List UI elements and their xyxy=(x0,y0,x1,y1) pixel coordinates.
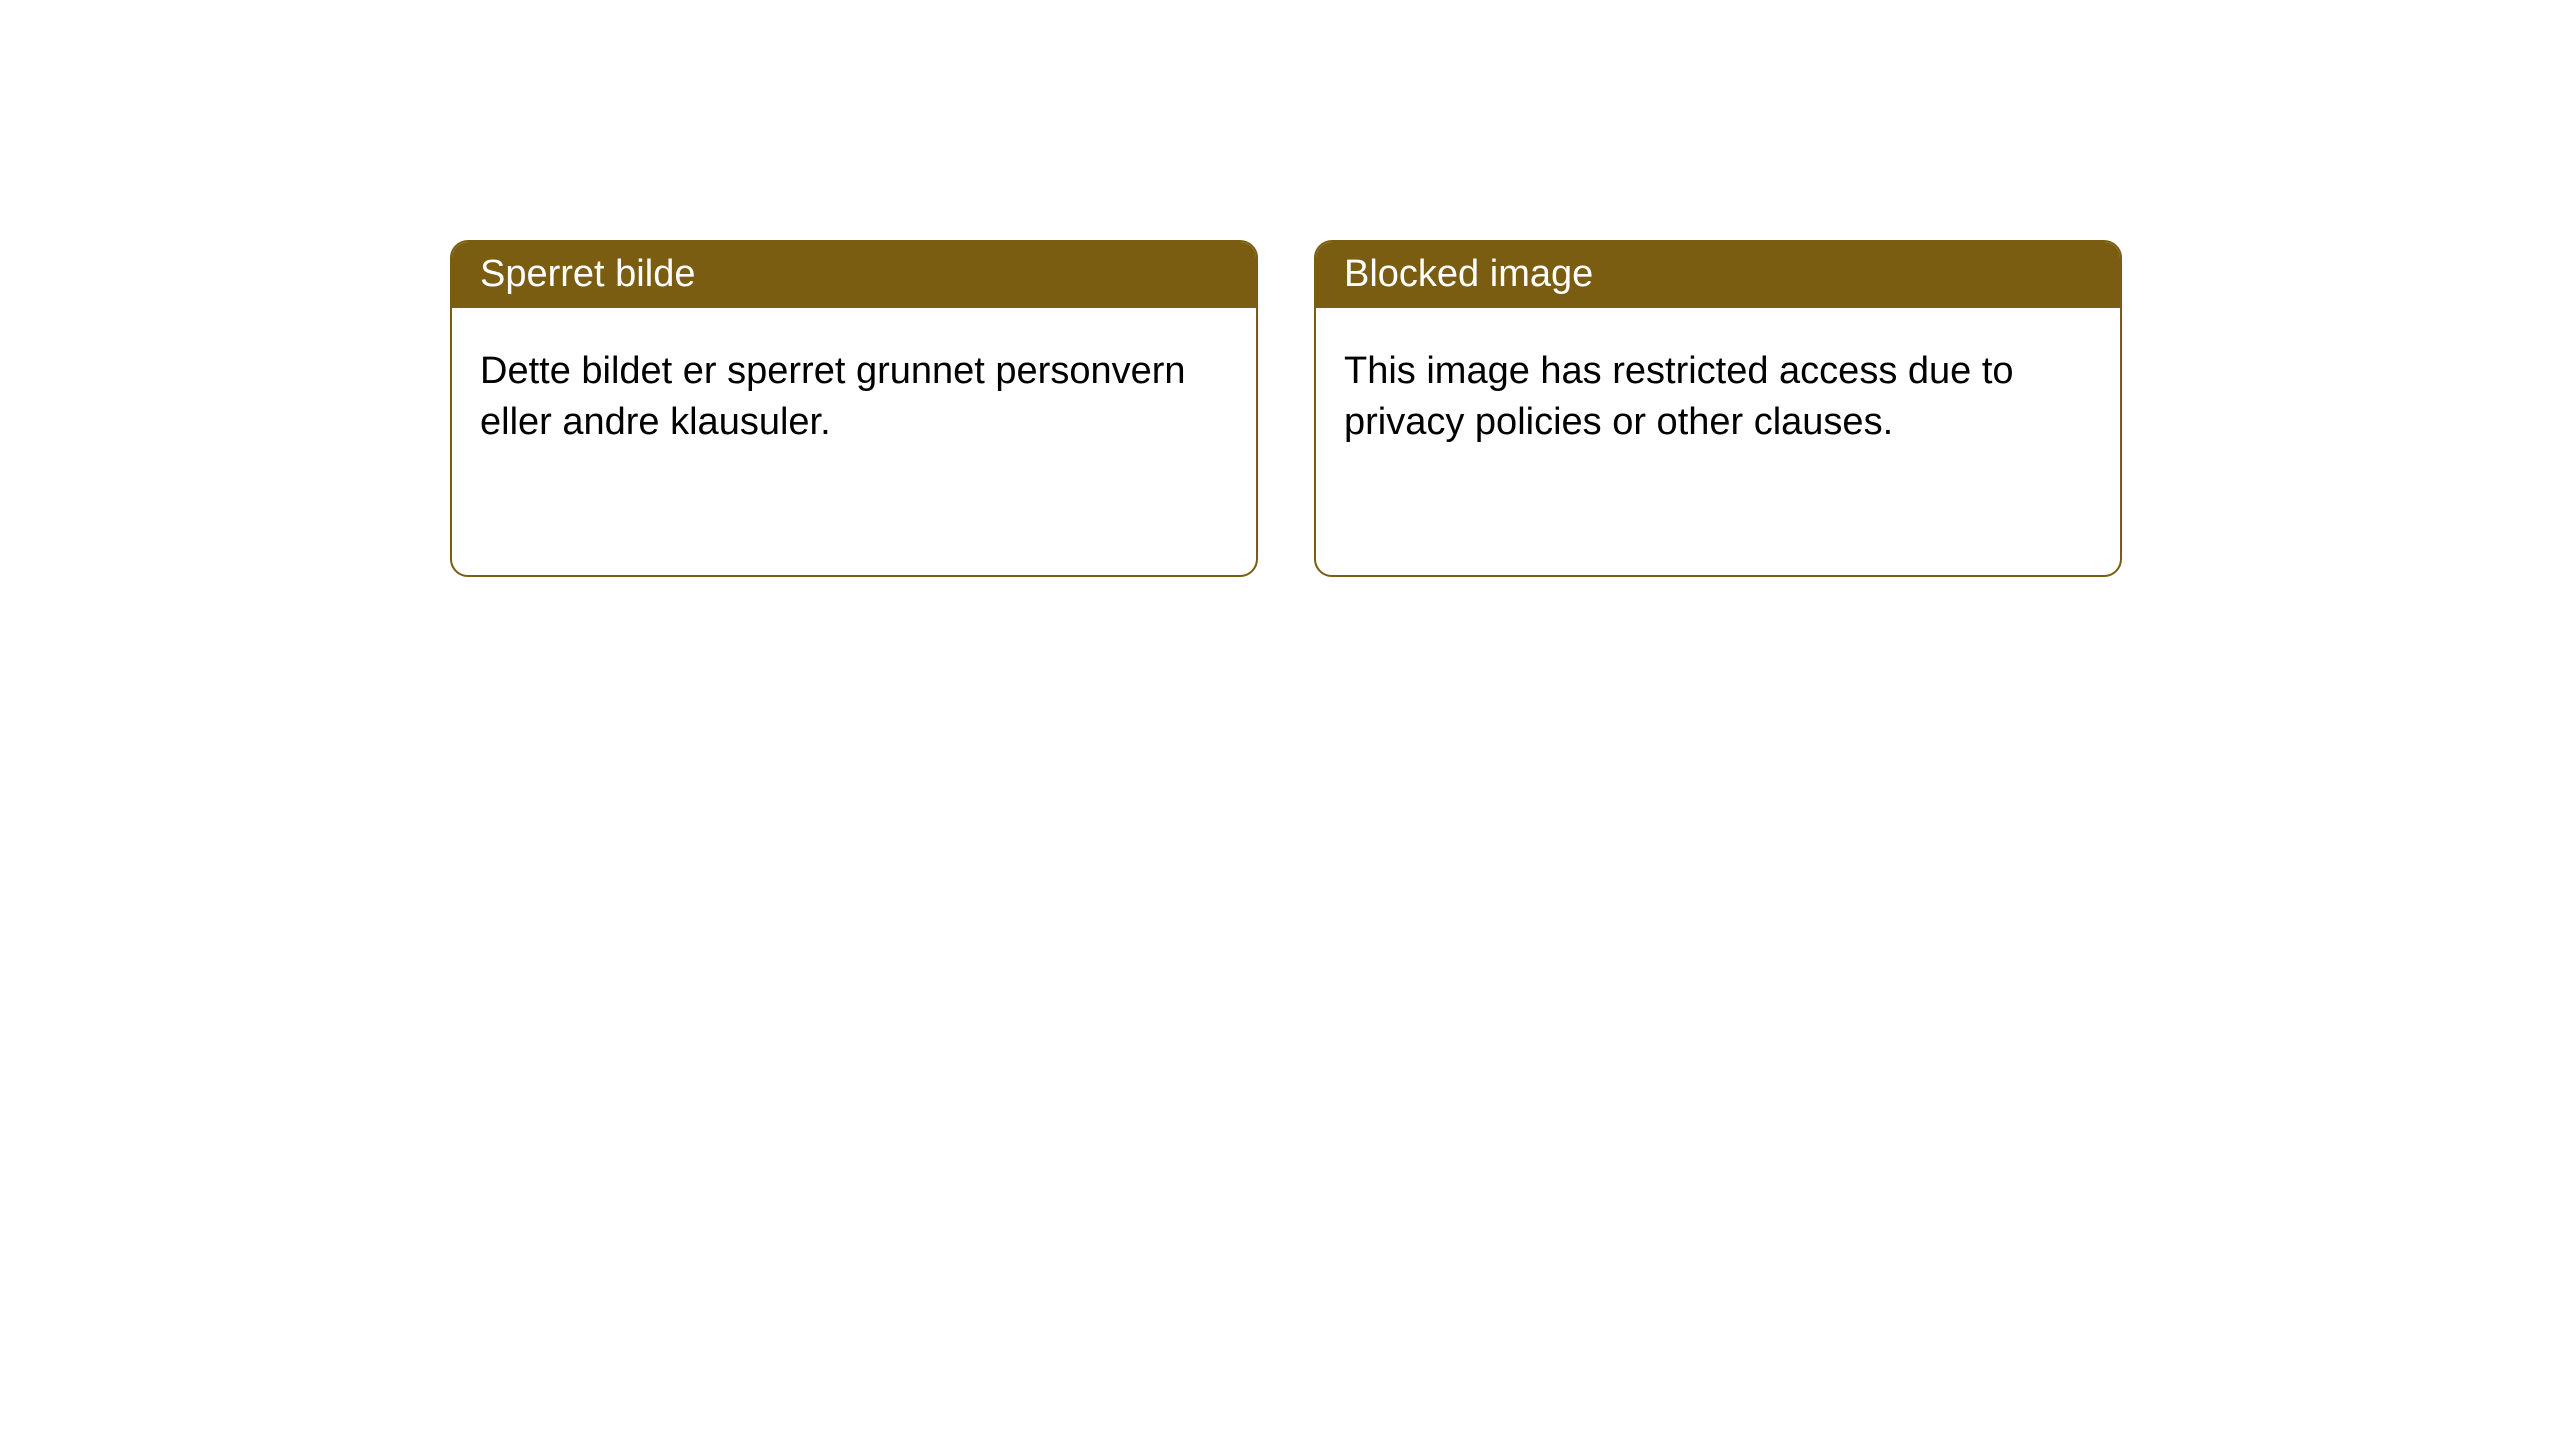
notice-box-norwegian: Sperret bilde Dette bildet er sperret gr… xyxy=(450,240,1258,577)
notice-body: This image has restricted access due to … xyxy=(1316,308,2120,487)
notice-header: Sperret bilde xyxy=(452,242,1256,308)
notice-container: Sperret bilde Dette bildet er sperret gr… xyxy=(0,0,2560,577)
notice-header: Blocked image xyxy=(1316,242,2120,308)
notice-box-english: Blocked image This image has restricted … xyxy=(1314,240,2122,577)
notice-body: Dette bildet er sperret grunnet personve… xyxy=(452,308,1256,487)
